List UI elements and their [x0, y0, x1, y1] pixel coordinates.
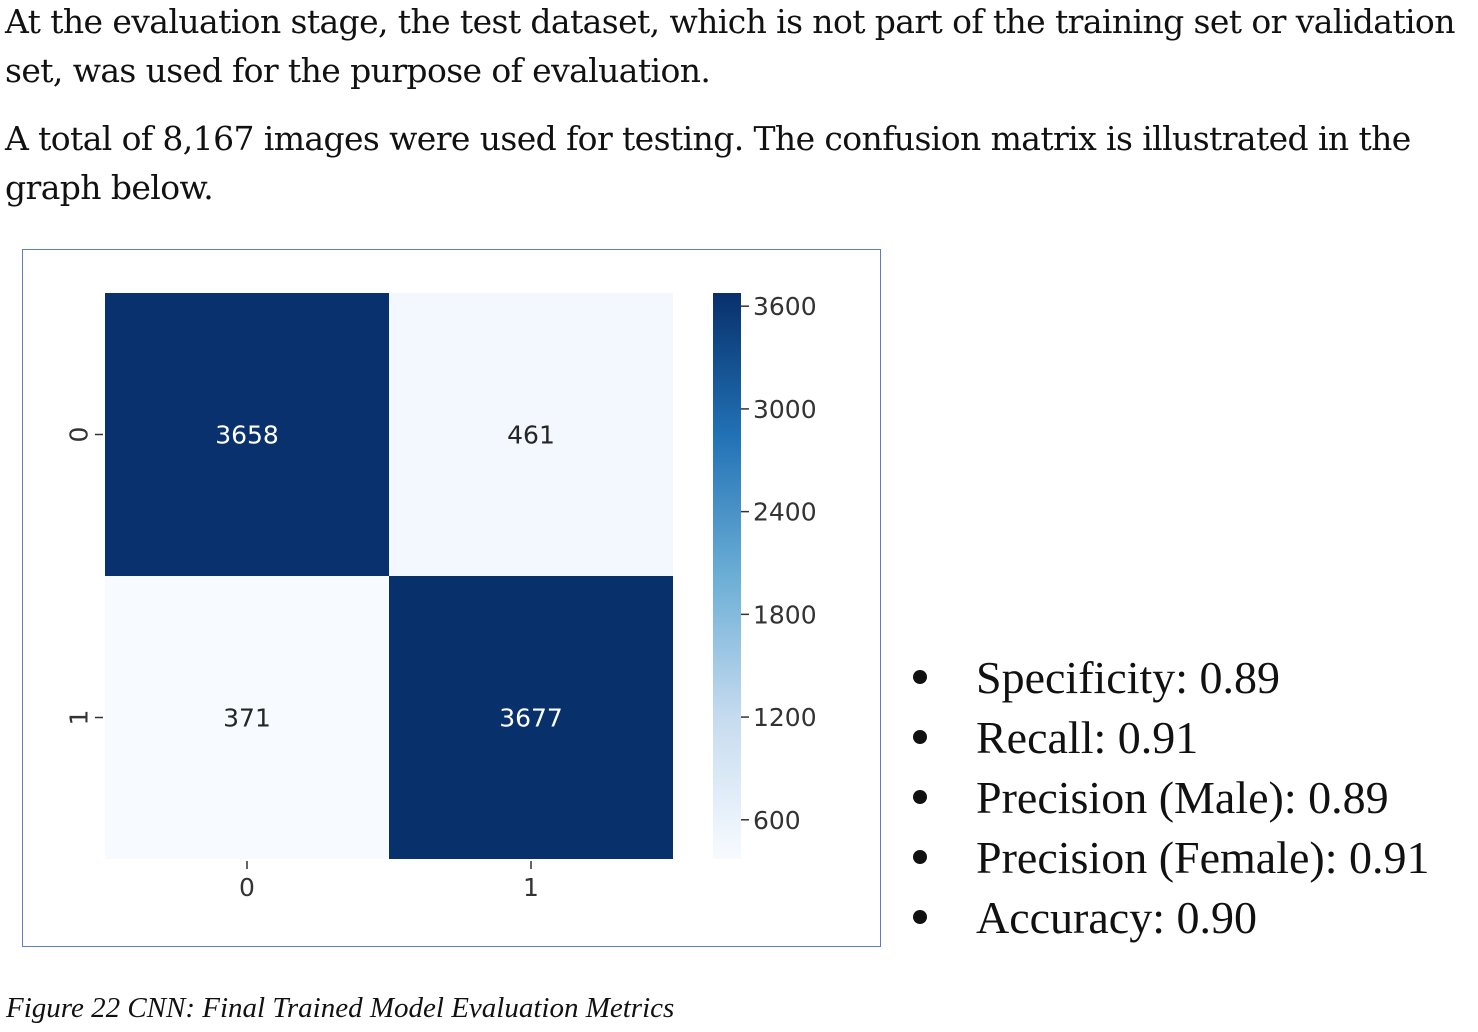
metric-text: Precision (Male): 0.89	[976, 772, 1389, 823]
heatmap-cells: 3658 461 371 3677	[105, 293, 673, 859]
metric-precision-female: Precision (Female): 0.91	[906, 828, 1430, 888]
heatmap-cell-1-0	[105, 576, 389, 859]
metric-text: Specificity: 0.89	[976, 652, 1281, 703]
bullet-icon	[913, 730, 927, 744]
metrics-list: Specificity: 0.89 Recall: 0.91 Precision…	[906, 648, 1430, 948]
bullet-icon	[913, 910, 927, 924]
metric-recall: Recall: 0.91	[906, 708, 1430, 768]
metric-text: Recall: 0.91	[976, 712, 1199, 763]
colorbar-tick-label: 2400	[753, 498, 817, 527]
bullet-icon	[913, 850, 927, 864]
heatmap-ticks: 0 1 0 1	[65, 427, 539, 902]
colorbar-bar	[713, 293, 741, 859]
colorbar-tick-label: 3600	[753, 292, 817, 321]
figure-caption: Figure 22 CNN: Final Trained Model Evalu…	[6, 992, 675, 1024]
metric-specificity: Specificity: 0.89	[906, 648, 1430, 708]
colorbar-tick-label: 600	[753, 806, 801, 835]
colorbar-tick-label: 1200	[753, 703, 817, 732]
confusion-matrix-figure: 3658 461 371 3677 0 1 0 1 600 1200 1800 2400 3000 3…	[22, 249, 881, 947]
colorbar-tick-label: 1800	[753, 600, 817, 629]
heatmap-cell-0-0	[105, 293, 389, 576]
cell-value-label: 461	[507, 421, 555, 450]
metric-text: Precision (Female): 0.91	[976, 832, 1430, 883]
cell-value-label: 3677	[499, 704, 563, 733]
paragraph-test-images: A total of 8,167 images were used for te…	[5, 119, 1411, 207]
x-tick-label: 0	[239, 873, 255, 902]
y-tick-label: 1	[65, 710, 94, 726]
bullet-icon	[913, 790, 927, 804]
colorbar-tick-label: 3000	[753, 395, 817, 424]
confusion-matrix-heatmap: 3658 461 371 3677 0 1 0 1 600 1200 1800 2400 3000 3…	[65, 292, 817, 902]
y-tick-label: 0	[65, 427, 94, 443]
cell-value-label: 3658	[215, 421, 279, 450]
heatmap-cell-1-1	[389, 576, 673, 859]
heatmap-cell-0-1	[389, 293, 673, 576]
cell-value-label: 371	[223, 704, 271, 733]
paragraph-evaluation-stage: At the evaluation stage, the test datase…	[5, 2, 1455, 90]
metric-precision-male: Precision (Male): 0.89	[906, 768, 1430, 828]
bullet-icon	[913, 670, 927, 684]
metric-accuracy: Accuracy: 0.90	[906, 888, 1430, 948]
metric-text: Accuracy: 0.90	[976, 892, 1257, 943]
colorbar: 600 1200 1800 2400 3000 3600	[713, 292, 817, 859]
x-tick-label: 1	[523, 873, 539, 902]
